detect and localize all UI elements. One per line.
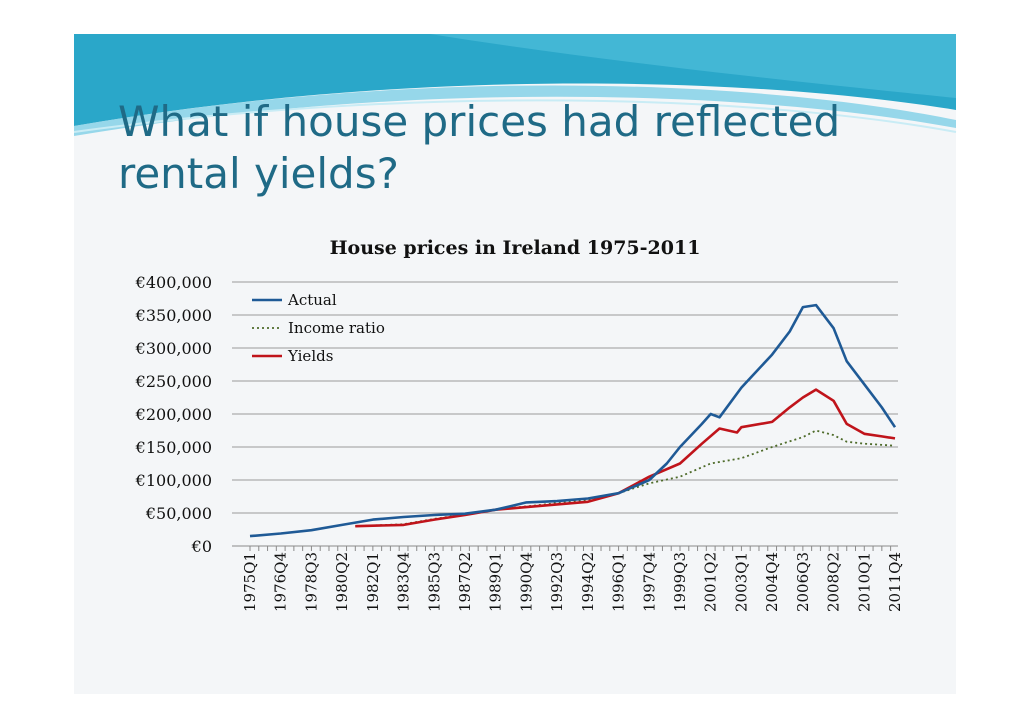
x-tick-label: 1997Q4 [640, 552, 658, 612]
legend-label: Actual [287, 291, 337, 309]
x-tick-label: 1996Q1 [610, 552, 628, 612]
x-tick-label: 1982Q1 [364, 552, 382, 612]
series-line-income-ratio [355, 429, 896, 528]
legend-label: Income ratio [288, 319, 385, 337]
x-tick-label: 1978Q3 [302, 552, 320, 612]
slide-background [74, 34, 956, 694]
x-tick-label: 1992Q3 [548, 552, 566, 612]
y-tick-label: €200,000 [135, 405, 212, 424]
x-tick-label: 2010Q1 [855, 552, 873, 612]
legend-label: Yields [287, 347, 333, 365]
x-tick-label: 1983Q4 [395, 552, 413, 612]
y-tick-label: €350,000 [135, 306, 212, 325]
x-tick-label: 1989Q1 [487, 552, 505, 612]
x-tick-label: 1987Q2 [456, 552, 474, 612]
y-tick-label: €150,000 [135, 438, 212, 457]
x-tick-label: 2008Q2 [825, 552, 843, 612]
x-tick-label: 1985Q3 [425, 552, 443, 612]
slide-banner-graphic [73, 34, 957, 136]
series-line-actual [249, 303, 897, 538]
y-tick-label: €50,000 [145, 504, 212, 523]
y-tick-label: €400,000 [135, 273, 212, 292]
y-tick-label: €250,000 [135, 372, 212, 391]
y-tick-label: €0 [191, 537, 212, 556]
x-tick-label: 1990Q4 [517, 552, 535, 612]
chart-plot: House prices in Ireland 1975-2011 €0 €50,0… [135, 237, 904, 612]
x-tick-label: 2004Q4 [763, 552, 781, 612]
series-line-yields [355, 388, 896, 528]
x-tick-label: 1975Q1 [241, 552, 259, 612]
x-tick-label: 1976Q4 [272, 552, 290, 612]
y-tick-label: €100,000 [135, 471, 212, 490]
x-tick-label: 1999Q3 [671, 552, 689, 612]
x-tick-label: 2006Q3 [794, 552, 812, 612]
x-tick-label: 1980Q2 [333, 552, 351, 612]
x-tick-label: 2001Q2 [702, 552, 720, 612]
chart-title: House prices in Ireland 1975-2011 [330, 237, 701, 259]
slide-title: What if house prices had reflected renta… [118, 97, 841, 198]
x-tick-label: 2011Q4 [886, 552, 904, 612]
x-tick-label: 2003Q1 [732, 552, 750, 612]
x-tick-label: 1994Q2 [579, 552, 597, 612]
y-tick-label: €300,000 [135, 339, 212, 358]
